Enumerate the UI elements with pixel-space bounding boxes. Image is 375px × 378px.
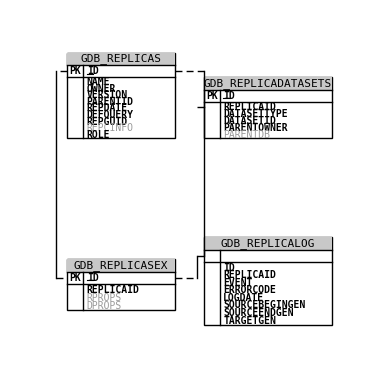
Text: DEFQUERY: DEFQUERY: [87, 110, 134, 120]
Bar: [67, 53, 175, 65]
Text: ERRORCODE: ERRORCODE: [223, 285, 276, 295]
Text: GDB_REPLICASEX: GDB_REPLICASEX: [74, 260, 168, 271]
Text: GDB_REPLICALOG: GDB_REPLICALOG: [220, 238, 315, 249]
Text: TARGETGEN: TARGETGEN: [223, 316, 276, 325]
Text: GDB_REPLICAS: GDB_REPLICAS: [81, 53, 162, 64]
Text: ID: ID: [87, 273, 99, 283]
Bar: [204, 77, 332, 138]
Text: REPDATE: REPDATE: [87, 104, 128, 113]
Text: DPROPS: DPROPS: [87, 301, 122, 311]
Text: PK: PK: [69, 273, 81, 283]
Text: DATASETID: DATASETID: [223, 116, 276, 126]
Text: REPGUID: REPGUID: [87, 117, 128, 127]
Text: PK: PK: [206, 91, 218, 101]
Text: GDB_REPLICADATASETS: GDB_REPLICADATASETS: [204, 78, 332, 89]
Bar: [204, 237, 332, 325]
Bar: [67, 259, 175, 310]
Text: REPLICAID: REPLICAID: [87, 285, 140, 295]
Text: ID: ID: [223, 263, 235, 273]
Text: SOURCEENDGEN: SOURCEENDGEN: [223, 308, 294, 318]
Text: VERSION: VERSION: [87, 90, 128, 100]
Bar: [204, 77, 332, 90]
Text: REPLICAID: REPLICAID: [223, 270, 276, 280]
Text: OWNER: OWNER: [87, 84, 116, 94]
Text: PARENTID: PARENTID: [87, 97, 134, 107]
Text: ID: ID: [87, 66, 99, 76]
Text: DATASETTYPE: DATASETTYPE: [223, 109, 288, 119]
Bar: [204, 237, 332, 250]
Text: REPLICAID: REPLICAID: [223, 102, 276, 112]
Text: LOGDATE: LOGDATE: [223, 293, 264, 303]
Text: NAME: NAME: [87, 77, 110, 87]
Text: REPCINFO: REPCINFO: [87, 123, 134, 133]
Text: PARENTDB: PARENTDB: [223, 130, 270, 140]
Bar: [67, 259, 175, 271]
Text: PARENTOWNER: PARENTOWNER: [223, 123, 288, 133]
Text: RPROPS: RPROPS: [87, 293, 122, 303]
Text: EVENT: EVENT: [223, 278, 253, 288]
Text: PK: PK: [69, 66, 81, 76]
Text: ID: ID: [223, 91, 235, 101]
Text: SOURCEBEGINGEN: SOURCEBEGINGEN: [223, 301, 306, 310]
Bar: [67, 53, 175, 138]
Text: ROLE: ROLE: [87, 130, 110, 140]
